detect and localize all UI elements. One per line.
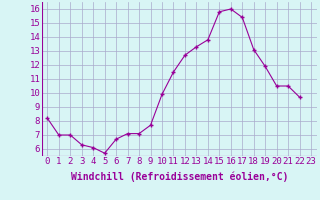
X-axis label: Windchill (Refroidissement éolien,°C): Windchill (Refroidissement éolien,°C): [70, 172, 288, 182]
